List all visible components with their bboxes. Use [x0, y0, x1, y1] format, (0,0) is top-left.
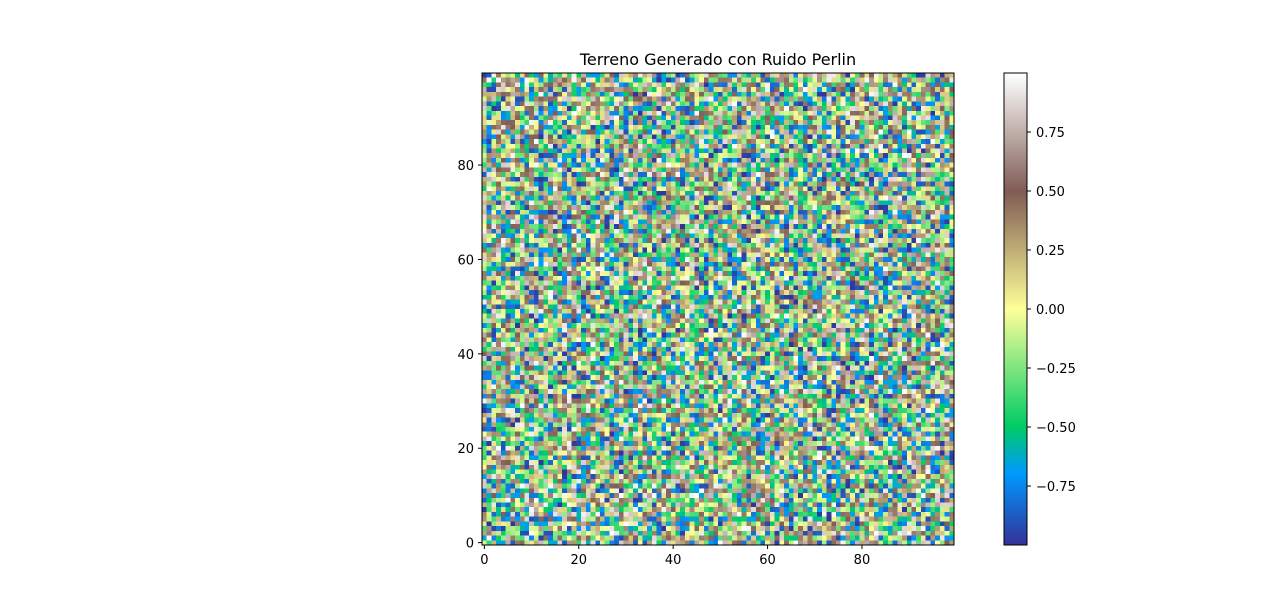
x-tick-label: 40 [665, 553, 682, 568]
colorbar-tick-label: −0.25 [1036, 362, 1076, 377]
heatmap-image [482, 73, 954, 545]
x-tick-label: 20 [570, 553, 587, 568]
colorbar-tick-label: −0.50 [1036, 421, 1076, 436]
plot-frame [481, 72, 955, 546]
colorbar: −0.75 −0.50 −0.25 0.00 0.25 0.50 0.75 [1003, 72, 1076, 546]
y-tick-label: 60 [457, 253, 474, 268]
x-tick-label: 0 [480, 553, 488, 568]
colorbar-tick-label: 0.00 [1036, 303, 1065, 318]
y-tick-label: 20 [457, 442, 474, 457]
heatmap-area [481, 72, 955, 546]
colorbar-tick-label: 0.25 [1036, 244, 1065, 259]
chart-title: Terreno Generado con Ruido Perlin [579, 50, 856, 69]
x-tick-label: 60 [759, 553, 776, 568]
colorbar-tick-label: 0.75 [1036, 126, 1065, 141]
y-tick-label: 40 [457, 348, 474, 363]
colorbar-gradient [1004, 73, 1027, 545]
colorbar-tick-label: 0.50 [1036, 185, 1065, 200]
x-axis: 0 20 40 60 80 [480, 545, 870, 568]
y-tick-label: 80 [457, 159, 474, 174]
colorbar-tick-label: −0.75 [1036, 480, 1076, 495]
x-tick-label: 80 [854, 553, 871, 568]
y-axis: 0 20 40 60 80 [457, 159, 482, 552]
y-tick-label: 0 [466, 537, 474, 552]
colorbar-axis: −0.75 −0.50 −0.25 0.00 0.25 0.50 0.75 [1027, 126, 1076, 495]
